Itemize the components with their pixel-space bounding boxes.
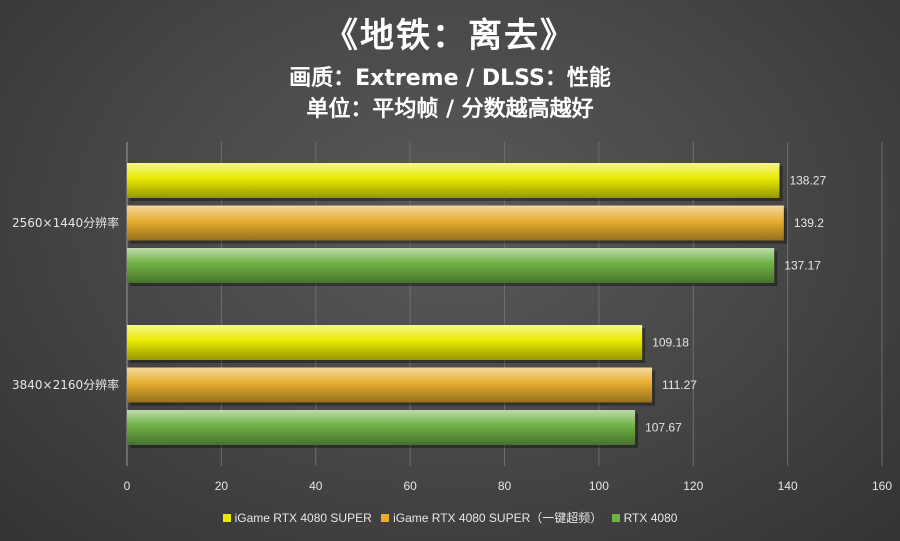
x-tick-label: 80 <box>498 479 512 493</box>
x-tick-label: 160 <box>872 479 892 493</box>
bar <box>127 410 636 445</box>
legend-label: iGame RTX 4080 SUPER（一键超频） <box>393 511 603 525</box>
data-label: 137.17 <box>784 259 821 273</box>
legend-swatch <box>611 514 620 522</box>
category-label: 2560×1440分辨率 <box>12 215 119 230</box>
legend-label: iGame RTX 4080 SUPER <box>234 511 372 525</box>
bar <box>127 367 653 403</box>
chart-title: 《地铁：离去》 <box>324 16 576 56</box>
data-label: 111.27 <box>662 378 697 392</box>
x-tick-label: 140 <box>778 479 798 493</box>
data-label: 107.67 <box>645 421 682 435</box>
x-tick-label: 20 <box>215 479 229 493</box>
chart-subtitle-unit: 单位：平均帧 / 分数越高越好 <box>306 97 594 122</box>
bar <box>127 163 780 198</box>
legend-swatch <box>222 514 231 522</box>
bar <box>127 205 784 241</box>
data-label: 139.2 <box>794 216 824 230</box>
legend-item-igame: iGame RTX 4080 SUPER <box>222 511 372 525</box>
x-tick-label: 60 <box>403 479 417 493</box>
chart-subtitle-quality: 画质：Extreme / DLSS：性能 <box>289 66 611 91</box>
chart-legend: iGame RTX 4080 SUPER iGame RTX 4080 SUPE… <box>0 509 900 526</box>
legend-swatch <box>381 514 390 522</box>
legend-label: RTX 4080 <box>623 511 678 525</box>
x-tick-label: 40 <box>309 479 323 493</box>
x-tick-label: 0 <box>124 479 131 493</box>
data-label: 109.18 <box>652 336 689 350</box>
x-tick-label: 120 <box>683 479 703 493</box>
legend-item-igame-oc: iGame RTX 4080 SUPER（一键超频） <box>381 509 602 526</box>
bar <box>127 325 643 360</box>
category-label: 3840×2160分辨率 <box>12 377 119 392</box>
x-tick-label: 100 <box>589 479 609 493</box>
bar <box>127 248 775 283</box>
data-label: 138.27 <box>789 174 826 188</box>
legend-item-rtx4080: RTX 4080 <box>611 511 678 525</box>
